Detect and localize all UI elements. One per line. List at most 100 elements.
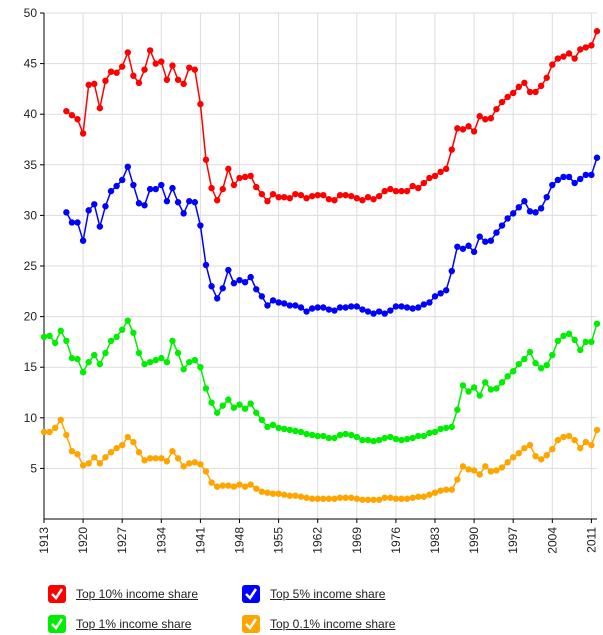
data-point	[359, 436, 366, 444]
data-point	[482, 379, 489, 386]
legend-checkbox[interactable]	[242, 615, 260, 633]
data-point	[498, 464, 506, 471]
data-point	[269, 190, 277, 198]
data-point	[588, 441, 595, 449]
data-point	[96, 223, 104, 230]
data-point	[308, 192, 316, 200]
data-point	[63, 431, 70, 439]
data-point	[174, 76, 182, 83]
data-point	[342, 191, 349, 199]
data-point	[174, 455, 182, 462]
data-point	[543, 193, 550, 201]
data-point	[236, 481, 243, 488]
legend-label[interactable]: Top 0.1% income share	[270, 617, 396, 631]
data-point	[57, 416, 64, 424]
data-point	[303, 308, 310, 315]
data-point	[409, 305, 416, 312]
data-point	[420, 432, 428, 440]
data-point	[593, 154, 601, 161]
series-line	[43, 319, 598, 442]
data-point	[387, 307, 394, 314]
check-icon	[245, 618, 258, 630]
data-point	[236, 401, 243, 408]
data-point	[459, 382, 467, 389]
legend-label[interactable]: Top 10% income share	[76, 587, 199, 601]
data-point	[213, 483, 221, 490]
data-point	[303, 430, 310, 438]
legend-checkbox[interactable]	[48, 615, 66, 633]
series-line	[65, 157, 598, 315]
data-point	[437, 487, 444, 494]
data-point	[426, 429, 433, 437]
legend-item[interactable]: Top 0.1% income share	[242, 615, 395, 633]
data-point	[297, 493, 305, 500]
data-point	[314, 495, 321, 502]
legend-item[interactable]: Top 10% income share	[48, 585, 198, 603]
check-icon	[51, 618, 64, 630]
data-point	[521, 355, 528, 363]
data-point	[582, 44, 590, 51]
legend-label[interactable]: Top 5% income share	[270, 587, 386, 601]
legend-checkbox[interactable]	[48, 585, 66, 603]
data-point	[202, 261, 210, 269]
data-point	[107, 449, 115, 456]
data-point	[197, 461, 204, 468]
data-point	[314, 191, 321, 199]
data-point	[465, 123, 472, 130]
data-point	[336, 431, 344, 439]
data-point	[314, 432, 321, 440]
data-point	[342, 304, 349, 311]
data-point	[253, 485, 260, 492]
y-tick-label: 20	[24, 310, 38, 324]
data-point	[113, 182, 120, 190]
data-point	[470, 128, 478, 135]
data-point	[403, 495, 411, 502]
data-point	[96, 104, 104, 112]
data-point	[119, 441, 126, 449]
data-point	[141, 360, 148, 368]
data-point	[370, 310, 377, 317]
data-point	[107, 68, 115, 75]
data-point	[454, 406, 461, 413]
data-point	[213, 197, 221, 204]
data-point	[554, 55, 562, 62]
data-point	[532, 209, 539, 216]
data-point	[470, 248, 478, 256]
data-point	[431, 293, 439, 300]
legend-checkbox[interactable]	[242, 585, 260, 603]
data-point	[415, 493, 422, 500]
data-point	[253, 409, 260, 416]
data-point	[91, 80, 98, 88]
data-point	[191, 459, 199, 466]
data-point	[454, 125, 461, 132]
legend-item[interactable]: Top 1% income share	[48, 615, 191, 633]
data-point	[532, 88, 539, 96]
data-point	[79, 130, 87, 137]
data-point	[74, 116, 81, 123]
data-point	[152, 60, 159, 67]
data-point	[146, 358, 154, 366]
data-point	[225, 396, 232, 403]
data-point	[253, 183, 260, 191]
data-point	[593, 28, 601, 35]
data-point	[236, 174, 243, 182]
data-point	[364, 436, 372, 444]
data-point	[487, 386, 495, 393]
data-point	[560, 53, 567, 60]
data-point	[532, 359, 539, 367]
data-point	[191, 356, 199, 364]
data-point	[102, 203, 109, 210]
data-point	[353, 433, 361, 441]
legend-label[interactable]: Top 1% income share	[76, 617, 192, 631]
data-point	[102, 349, 109, 357]
data-point	[554, 436, 562, 444]
data-point	[415, 432, 422, 440]
data-point	[113, 69, 120, 76]
data-point	[454, 243, 461, 250]
data-point	[442, 424, 450, 432]
data-point	[180, 463, 187, 470]
data-point	[392, 303, 400, 310]
data-point	[325, 306, 333, 313]
x-tick-label: 1962	[311, 527, 325, 554]
legend-item[interactable]: Top 5% income share	[242, 585, 385, 603]
